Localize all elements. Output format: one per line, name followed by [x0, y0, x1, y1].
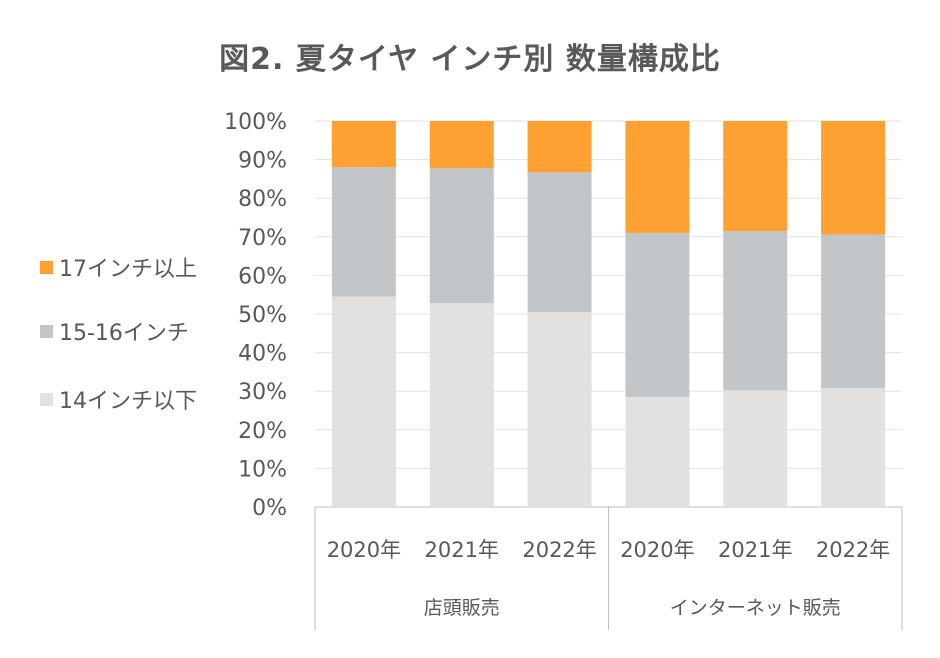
x-tick-label: 2022年 — [816, 538, 890, 562]
legend-swatch — [40, 392, 53, 406]
bar-segment — [331, 167, 396, 297]
y-tick-label: 0% — [252, 496, 287, 521]
bar-segment — [723, 390, 788, 507]
x-tick-label: 2022年 — [522, 538, 596, 562]
chart-title-prefix: 図2. — [219, 42, 285, 77]
y-tick-label: 20% — [238, 419, 287, 444]
y-tick-label: 10% — [238, 457, 287, 482]
bar-segment — [331, 121, 396, 168]
group-label: 店頭販売 — [424, 597, 500, 619]
bar-segment — [821, 121, 886, 235]
bar-segment — [625, 232, 690, 397]
x-tick-label: 2020年 — [620, 538, 694, 562]
bar-segment — [821, 388, 886, 507]
x-tick-label: 2021年 — [425, 538, 499, 562]
y-tick-label: 90% — [238, 149, 287, 174]
legend-label: 15-16インチ — [59, 321, 189, 346]
x-tick-label: 2021年 — [718, 538, 792, 562]
chart-title-main: 夏タイヤ インチ別 数量構成比 — [295, 42, 721, 77]
bar-segment — [527, 121, 592, 173]
bar-segment — [429, 168, 494, 304]
y-tick-label: 30% — [238, 380, 287, 405]
legend-swatch — [40, 324, 53, 338]
y-tick-label: 70% — [238, 226, 287, 251]
bar-segment — [723, 121, 788, 232]
y-tick-label: 100% — [224, 110, 287, 135]
bar-segment — [625, 121, 690, 233]
bar-segment — [821, 234, 886, 389]
legend-item: 14インチ以下 — [40, 384, 240, 414]
y-tick-label: 80% — [238, 187, 287, 212]
legend-label: 17インチ以上 — [59, 257, 197, 282]
bar-segment — [527, 172, 592, 313]
group-label: インターネット販売 — [670, 597, 841, 619]
y-tick-label: 60% — [238, 264, 287, 289]
y-tick-label: 40% — [238, 342, 287, 367]
legend-item: 17インチ以上 — [40, 252, 240, 282]
legend-swatch — [40, 260, 53, 274]
bar-segment — [625, 396, 690, 507]
bar-segment — [723, 231, 788, 391]
bar-segment — [429, 303, 494, 507]
bar-segment — [331, 296, 396, 507]
bar-segment — [527, 312, 592, 507]
y-tick-label: 50% — [238, 303, 287, 328]
x-tick-label: 2020年 — [327, 538, 401, 562]
legend-item: 15-16インチ — [40, 316, 240, 346]
legend-label: 14インチ以下 — [59, 389, 197, 414]
bar-segment — [429, 121, 494, 169]
chart-title: 図2. 夏タイヤ インチ別 数量構成比 — [0, 34, 940, 78]
